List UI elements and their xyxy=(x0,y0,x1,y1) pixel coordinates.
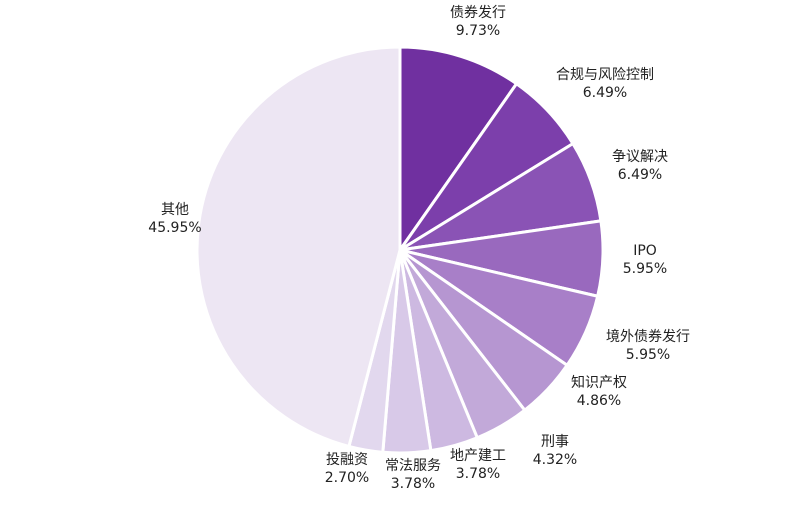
slice-value-label: 45.95% xyxy=(148,220,201,236)
slice-value-label: 9.73% xyxy=(456,23,500,39)
slice-value-label: 5.95% xyxy=(626,347,670,363)
slice-category-label: 境外债券发行 xyxy=(606,329,690,345)
slice-category-label: IPO xyxy=(633,243,657,259)
slice-value-label: 6.49% xyxy=(583,85,627,101)
slice-category-label: 投融资 xyxy=(326,452,368,468)
slice-category-label: 常法服务 xyxy=(385,458,441,474)
slice-category-label: 其他 xyxy=(161,202,189,218)
slice-category-label: 地产建工 xyxy=(450,448,506,464)
pie-slice-1 xyxy=(398,45,519,252)
slice-category-label: 合规与风险控制 xyxy=(556,67,654,83)
slice-value-label: 6.49% xyxy=(618,167,662,183)
slice-value-label: 5.95% xyxy=(623,261,667,277)
slice-value-label: 4.86% xyxy=(577,393,621,409)
slice-value-label: 2.70% xyxy=(325,470,369,486)
slice-category-label: 知识产权 xyxy=(571,374,627,391)
slice-category-label: 债券发行 xyxy=(450,5,506,21)
slice-value-label: 4.32% xyxy=(533,452,577,468)
pie-labels: 债券发行 9.73% 合规与风险控制 6.49% 争议解决 6.49% IPO 5.95% 境外… xyxy=(148,5,690,492)
slice-category-label: 争议解决 xyxy=(612,149,668,165)
slice-category-label: 刑事 xyxy=(541,434,569,450)
pie-slice-11 xyxy=(195,45,402,448)
pie-slices xyxy=(195,45,605,455)
slice-value-label: 3.78% xyxy=(456,466,500,482)
slice-value-label: 3.78% xyxy=(391,476,435,492)
